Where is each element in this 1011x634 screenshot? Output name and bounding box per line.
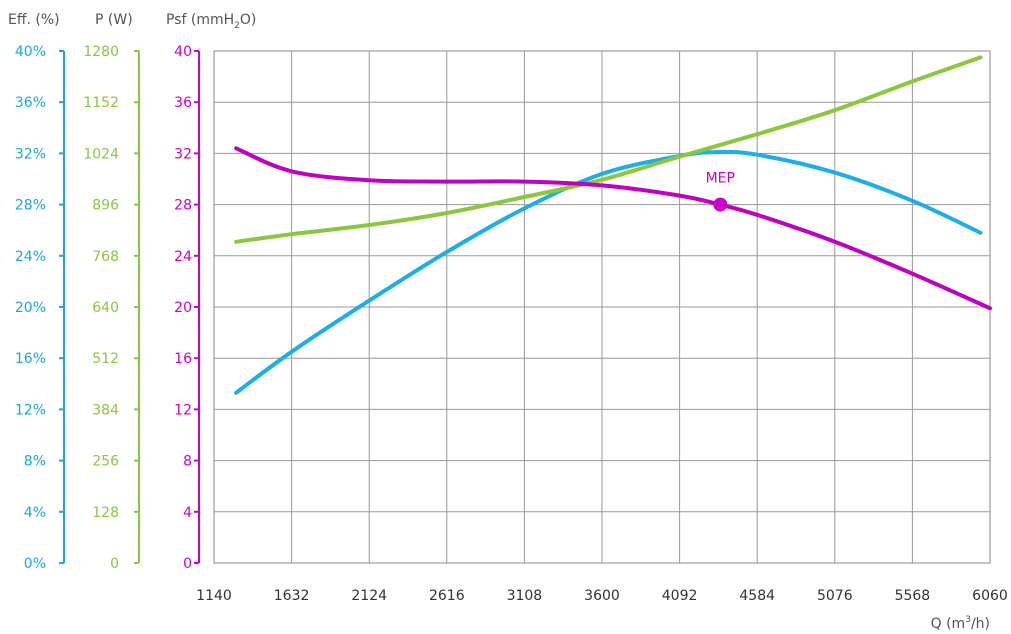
series-line-power [234,55,983,244]
eff-tick-label: 16% [15,351,46,367]
eff-tick-label: 4% [24,505,46,521]
x-tick-label: 5568 [895,588,931,604]
psf-tick-label: 12 [174,402,192,418]
mep-label: MEP [706,171,735,187]
eff-tick-label: 24% [15,249,46,265]
power-tick-label: 512 [92,351,119,367]
x-tick-label: 1140 [196,588,232,604]
y-axis-power: 0 128 256 384 512 640 768 896 1024 1152 1280 P (W) [83,12,140,572]
eff-tick-label: 32% [15,146,46,162]
y-axes: 0 4 8 12 16 20 24 28 32 36 40 Psf (mmH2O) 0 128 256 384… [8,12,256,572]
psf-tick-label: 40 [174,44,192,60]
power-tick-label: 768 [92,249,119,265]
y-axis-psf: 0 4 8 12 16 20 24 28 32 36 40 Psf (mmH2O) [166,12,256,572]
power-tick-label: 128 [92,505,119,521]
series-line-psf [234,146,992,311]
psf-tick-label: 8 [183,454,192,470]
psf-tick-label: 24 [174,249,192,265]
power-tick-label: 256 [92,454,119,470]
x-tick-label: 2124 [351,588,387,604]
x-tick-label: 3108 [507,588,543,604]
x-axis-label: Q (m3/h) [931,615,990,632]
x-tick-labels: 1140 1632 2124 2616 3108 3600 4092 4584 5076 5568… [196,588,1008,604]
x-tick-label: 3600 [584,588,620,604]
x-tick-label: 2616 [429,588,465,604]
series-lines [234,55,992,395]
psf-tick-label: 32 [174,146,192,162]
eff-tick-label: 28% [15,198,46,214]
power-tick-label: 640 [92,300,119,316]
power-tick-label: 1024 [83,146,119,162]
eff-tick-label: 8% [24,454,46,470]
x-tick-label: 4584 [739,588,775,604]
eff-tick-label: 36% [15,95,46,111]
psf-axis-title: Psf (mmH2O) [166,12,256,31]
psf-tick-label: 28 [174,198,192,214]
x-tick-label: 6060 [972,588,1008,604]
power-tick-label: 384 [92,402,119,418]
eff-tick-label: 20% [15,300,46,316]
power-tick-label: 0 [110,556,119,572]
mep-point [713,197,728,212]
power-tick-label: 896 [92,198,119,214]
eff-tick-label: 12% [15,402,46,418]
y-axis-eff: 0% 4% 8% 12% 16% 20% 24% 28% 32% 36% 40% Eff. (%) [8,12,65,572]
annotations: MEP [706,171,735,212]
chart-grid [213,50,991,564]
psf-tick-label: 36 [174,95,192,111]
psf-tick-label: 20 [174,300,192,316]
x-tick-label: 5076 [817,588,853,604]
psf-tick-label: 0 [183,556,192,572]
x-tick-label: 4092 [662,588,698,604]
power-axis-title: P (W) [95,12,133,28]
series-line-eff [234,149,983,395]
eff-axis-title: Eff. (%) [8,12,60,28]
psf-tick-label: 16 [174,351,192,367]
power-tick-label: 1280 [83,44,119,60]
eff-tick-label: 0% [24,556,46,572]
x-tick-label: 1632 [274,588,310,604]
power-tick-label: 1152 [83,95,119,111]
eff-tick-label: 40% [15,44,46,60]
psf-tick-label: 4 [183,505,192,521]
